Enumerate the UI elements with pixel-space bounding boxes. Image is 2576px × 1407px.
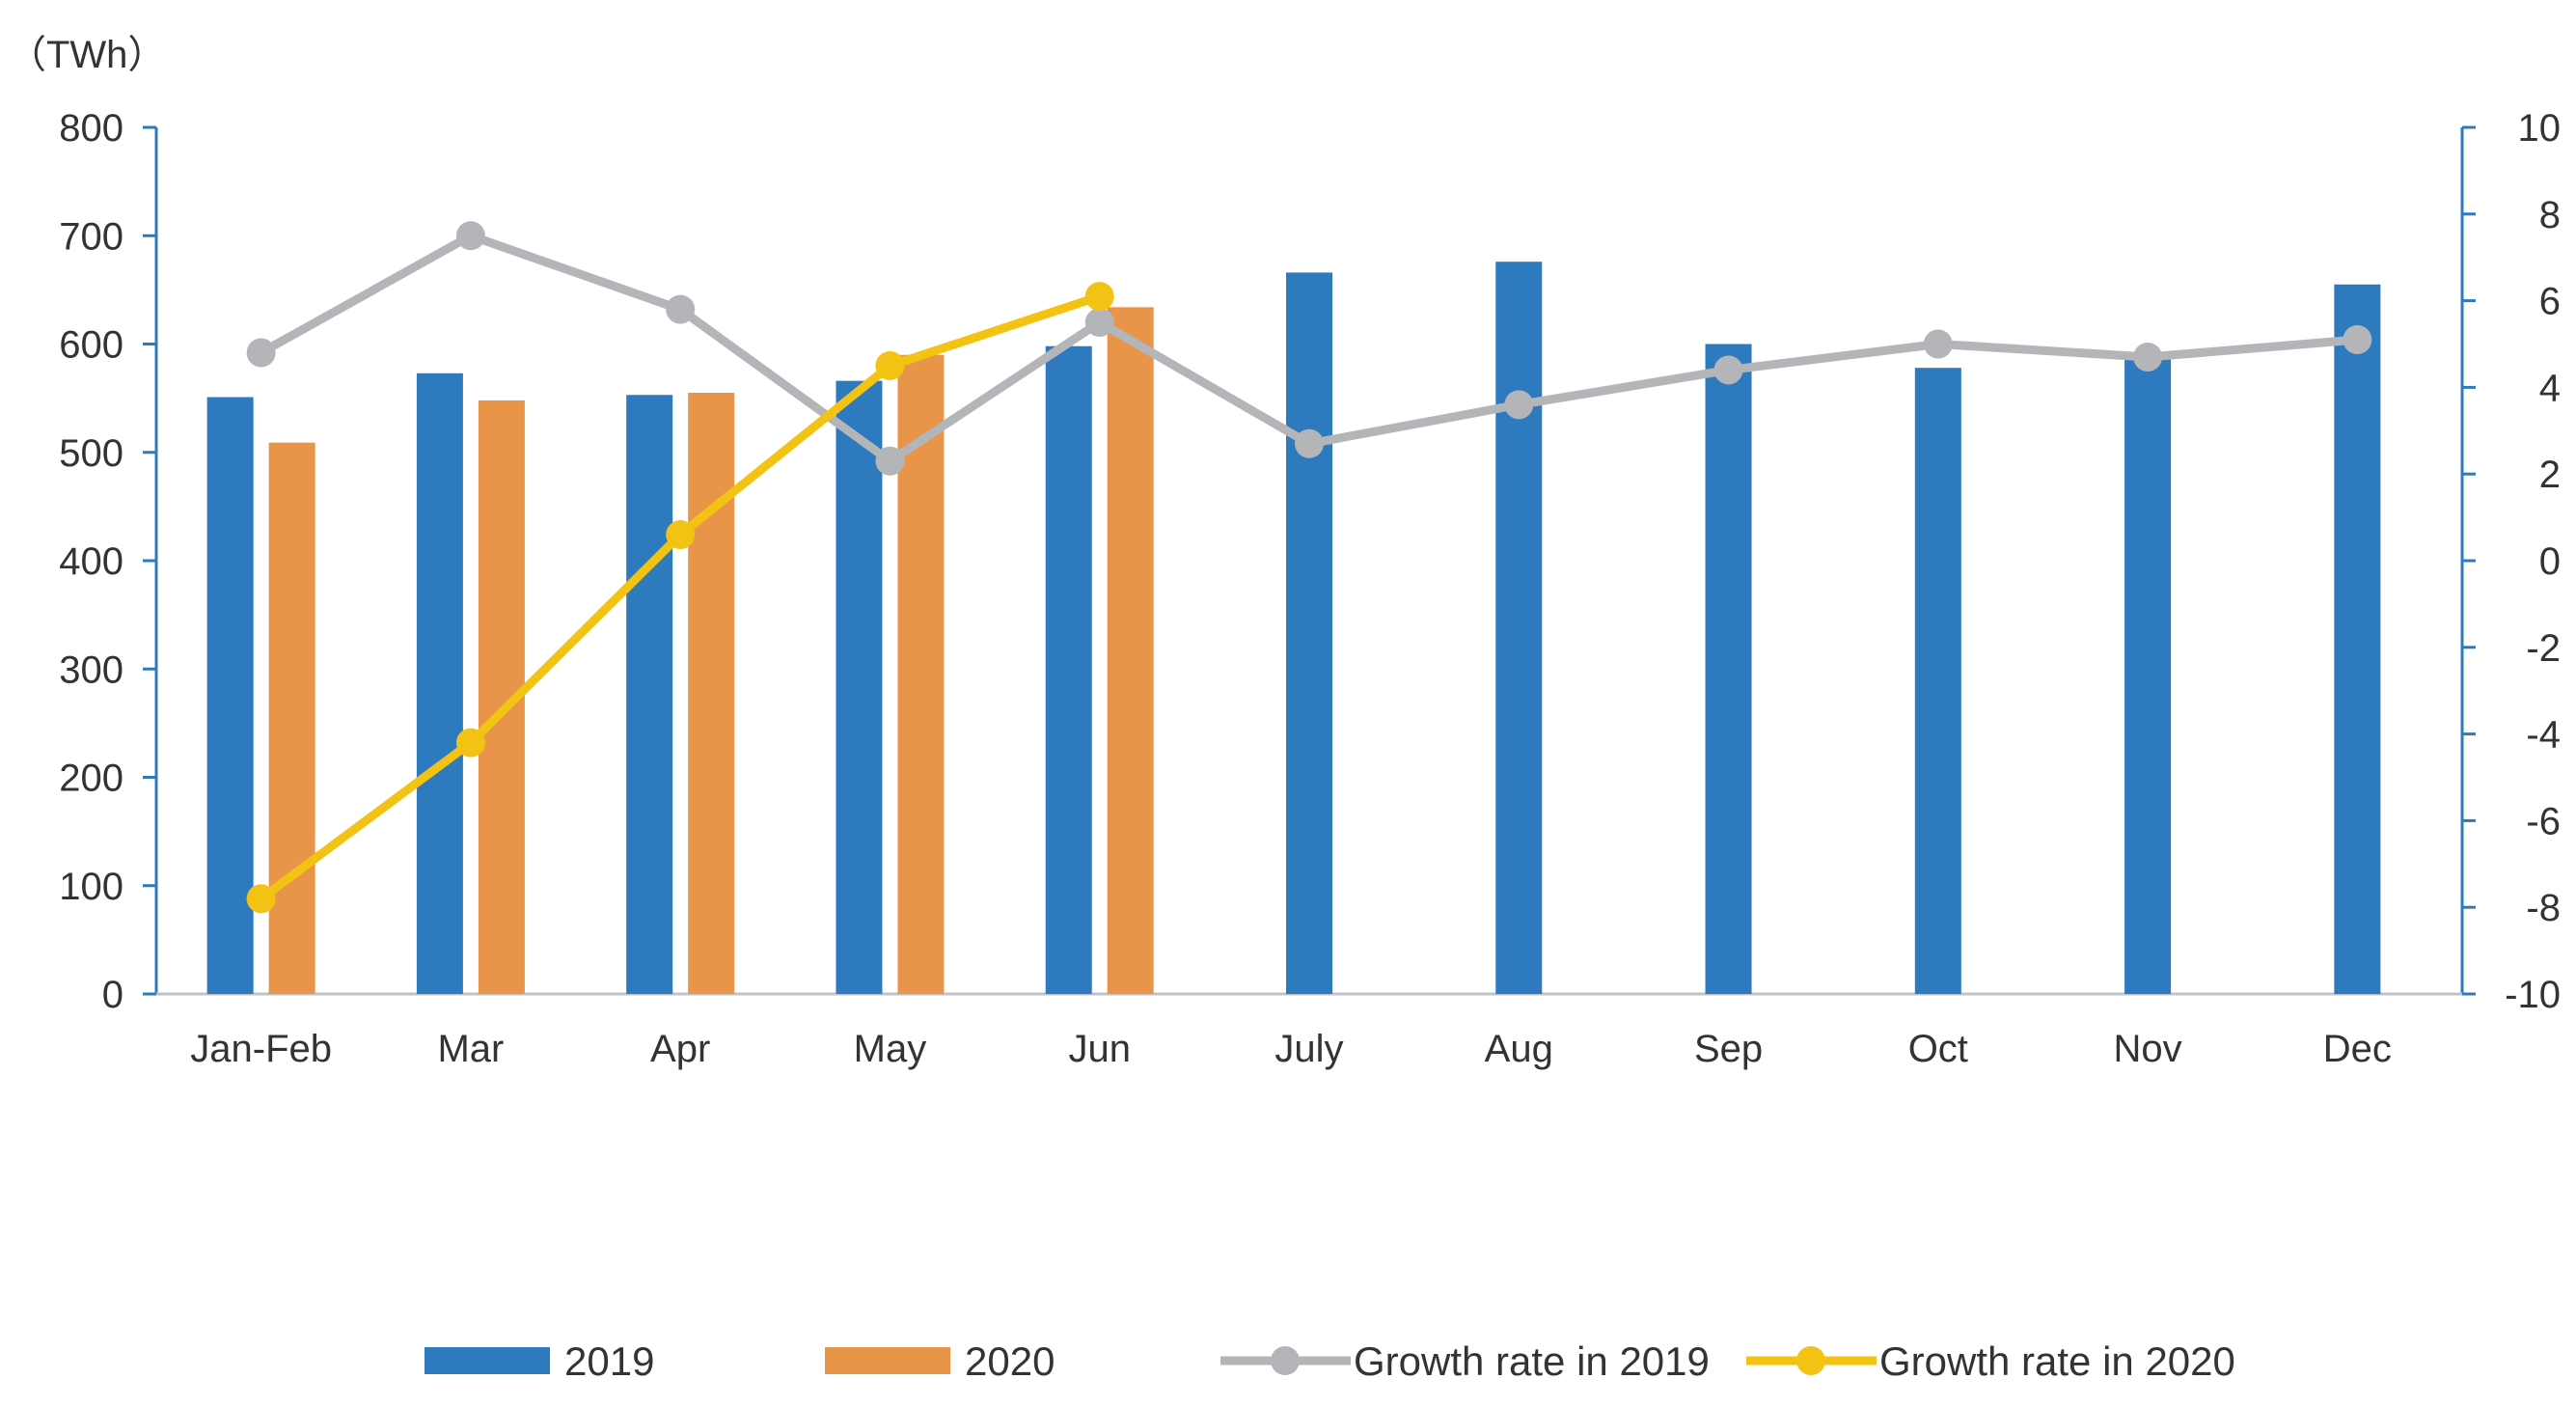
legend-label: Growth rate in 2019: [1354, 1338, 1710, 1384]
bar-2019: [206, 397, 254, 994]
bar-2020: [688, 393, 735, 994]
left-tick-label: 800: [59, 107, 123, 150]
legend-item: Growth rate in 2019: [1220, 1338, 1710, 1384]
legend-item: Growth rate in 2020: [1746, 1338, 2235, 1384]
left-tick-label: 600: [59, 324, 123, 367]
bar-2020: [1107, 307, 1154, 995]
point-growth-rate-in-2019: [1084, 308, 1114, 338]
bar-2019: [416, 372, 463, 994]
right-tick-label: -8: [2526, 887, 2561, 929]
x-tick-label: Jan-Feb: [190, 1028, 332, 1070]
bar-2019: [836, 380, 883, 994]
point-growth-rate-in-2019: [1923, 329, 1953, 359]
bar-2020: [897, 354, 945, 995]
right-tick-label: 2: [2539, 454, 2561, 496]
right-tick-label: 4: [2539, 367, 2561, 409]
point-growth-rate-in-2019: [875, 446, 905, 476]
bars: [206, 262, 2381, 995]
legend-marker: [1796, 1346, 1825, 1375]
right-tick-label: 6: [2539, 281, 2561, 323]
bar-2019: [1495, 262, 1543, 994]
point-growth-rate-in-2019: [1713, 355, 1743, 385]
right-tick-label: 8: [2539, 194, 2561, 236]
bar-2019: [2124, 356, 2172, 995]
legend-swatch: [825, 1347, 950, 1374]
legend-label: Growth rate in 2020: [1879, 1338, 2235, 1384]
legend-item: 2020: [825, 1338, 1055, 1384]
right-tick-label: -10: [2505, 974, 2561, 1016]
x-tick-label: Apr: [650, 1028, 710, 1070]
legend-marker: [1271, 1346, 1300, 1375]
legend-item: 2019: [425, 1338, 654, 1384]
bar-2019: [1286, 272, 1332, 994]
point-growth-rate-in-2019: [1295, 428, 1324, 458]
bar-2019: [1914, 368, 1961, 994]
bar-2019: [2334, 284, 2381, 994]
x-tick-label: Aug: [1485, 1028, 1553, 1070]
legend: 2019 2020 Growth rate in 2019 Growth rate i…: [425, 1338, 2235, 1384]
left-tick-label: 500: [59, 432, 123, 475]
left-tick-label: 100: [59, 866, 123, 908]
point-growth-rate-in-2020: [246, 884, 276, 914]
left-tick-label: 0: [102, 974, 123, 1016]
legend-label: 2019: [564, 1338, 654, 1384]
x-tick-label: Dec: [2323, 1028, 2392, 1070]
x-tick-label: Sep: [1694, 1028, 1763, 1070]
left-tick-label: 700: [59, 215, 123, 258]
left-tick-label: 300: [59, 648, 123, 691]
point-growth-rate-in-2019: [666, 294, 696, 324]
point-growth-rate-in-2019: [1504, 390, 1534, 420]
right-tick-label: -2: [2526, 627, 2561, 670]
point-growth-rate-in-2019: [246, 338, 276, 368]
x-tick-label: Mar: [437, 1028, 504, 1070]
right-tick-label: -6: [2526, 800, 2561, 842]
bar-2019: [1705, 344, 1752, 994]
tick-labels: 0 100 200 300 400 500 600 700 800 -10 -8 -6 -4 -2 0 2 4 6…: [59, 107, 2561, 1070]
left-tick-label: 400: [59, 540, 123, 583]
right-tick-label: 0: [2539, 540, 2561, 583]
right-tick-label: 10: [2518, 107, 2562, 150]
x-tick-label: Oct: [1908, 1028, 1968, 1070]
bar-2019: [626, 395, 673, 994]
legend-label: 2020: [965, 1338, 1055, 1384]
x-tick-label: Jun: [1068, 1028, 1131, 1070]
bar-2020: [268, 442, 315, 995]
right-tick-label: -4: [2526, 714, 2561, 757]
lines: [246, 221, 2372, 914]
point-growth-rate-in-2020: [666, 520, 696, 550]
point-growth-rate-in-2020: [875, 350, 905, 380]
bar-2019: [1045, 345, 1092, 994]
legend-swatch: [425, 1347, 550, 1374]
point-growth-rate-in-2020: [1084, 282, 1114, 312]
x-tick-label: July: [1274, 1028, 1343, 1070]
left-tick-label: 200: [59, 758, 123, 800]
x-tick-label: May: [854, 1028, 927, 1070]
x-tick-label: Nov: [2114, 1028, 2182, 1070]
point-growth-rate-in-2019: [455, 221, 485, 251]
point-growth-rate-in-2019: [2133, 342, 2163, 372]
point-growth-rate-in-2020: [455, 728, 485, 758]
point-growth-rate-in-2019: [2343, 325, 2372, 355]
y-axis-unit-label: （TWh）: [8, 34, 166, 76]
